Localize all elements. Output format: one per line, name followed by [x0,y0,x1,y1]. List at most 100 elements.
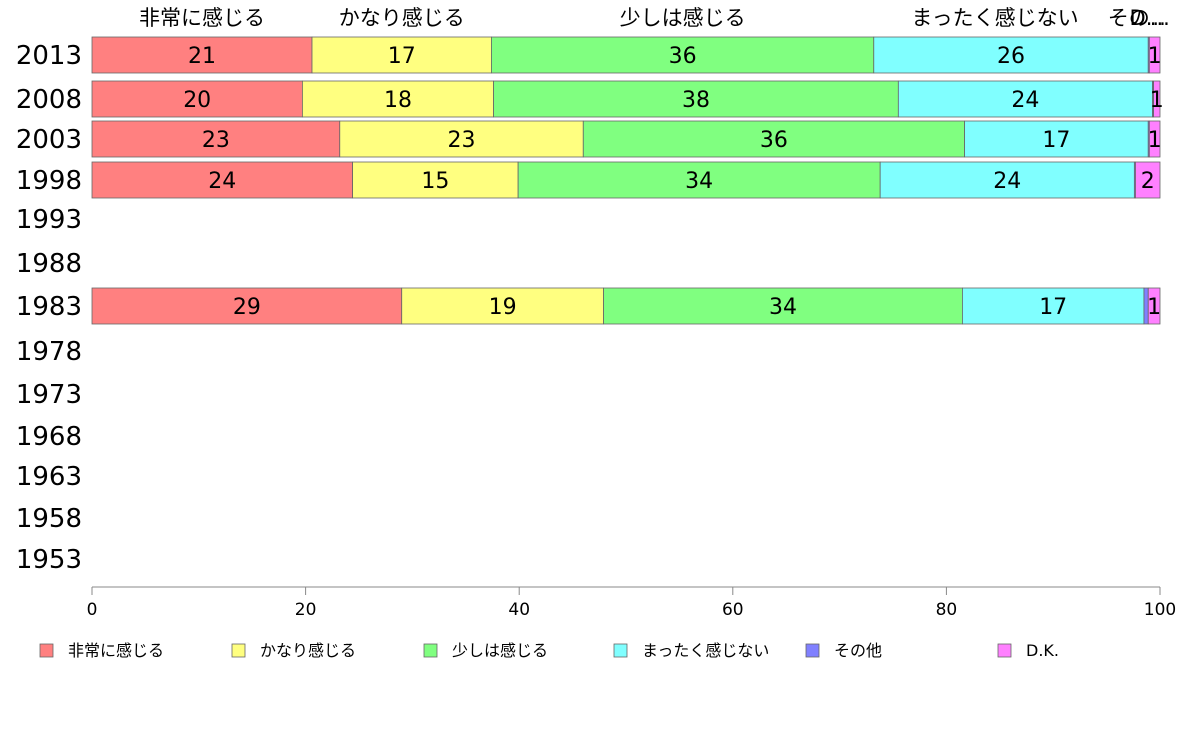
year-label: 1983 [16,292,82,322]
legend-label: D.K. [1026,641,1059,660]
bar-segment [91,120,341,158]
bar-value-label: 19 [489,295,517,320]
bar-value-label: 20 [183,88,211,113]
x-tick-label: 0 [87,600,98,620]
legend-item: かなり感じる [231,641,356,660]
x-tick-label: 100 [1144,600,1176,620]
x-tick-label: 20 [295,600,317,620]
bar-value-label: 23 [202,128,230,153]
year-label: 1973 [16,380,82,410]
bar-segment [879,161,1135,199]
top-category-label: D... [1130,6,1166,30]
year-label: 2008 [16,85,82,115]
bar-value-label: 2 [1141,169,1155,194]
bar-segment [897,80,1153,118]
bar-segment [964,120,1149,158]
legend-item: その他 [805,641,882,660]
legend-label: その他 [834,641,882,660]
year-label: 1993 [16,205,82,235]
legend-item: D.K. [997,641,1059,660]
legend-item: まったく感じない [613,641,769,660]
bar-value-label: 36 [760,128,788,153]
bar-row-1998: 24 15 34 24 2 [91,161,1161,199]
year-label: 1998 [16,166,82,196]
legend-label: 少しは感じる [452,641,548,660]
bars: 21 17 36 26 1 20 18 38 24 1 23 23 36 17 1 24 15 34 24 2 29 19… [91,36,1164,325]
bar-value-label: 15 [421,169,449,194]
legend-swatch [423,643,438,658]
bar-row-2008: 20 18 38 24 1 [91,80,1164,118]
bar-value-label: 1 [1148,128,1162,153]
top-category-labels: 非常に感じる かなり感じる 少しは感じる まったく感じない その...D... [139,6,1170,30]
legend-swatch [39,643,54,658]
bar-value-label: 17 [1039,295,1067,320]
x-tick-label: 60 [722,600,744,620]
bar-value-label: 34 [685,169,713,194]
bar-segment [1135,161,1161,199]
bar-value-label: 24 [1011,88,1039,113]
bar-value-label: 24 [208,169,236,194]
bar-segment [1147,287,1161,325]
bar-segment [352,161,519,199]
bar-segment [962,287,1145,325]
bar-segment [1148,36,1161,74]
legend-swatch [997,643,1012,658]
bar-value-label: 1 [1148,44,1162,69]
legend-swatch [805,643,820,658]
top-category-label: 少しは感じる [620,6,746,30]
bar-value-label: 18 [384,88,412,113]
bar-value-label: 17 [1042,128,1070,153]
legend-label: かなり感じる [260,641,356,660]
x-tick-label: 40 [508,600,530,620]
legend-item: 少しは感じる [423,641,548,660]
year-label: 1978 [16,337,82,367]
bar-segment [401,287,604,325]
bar-value-label: 1 [1150,88,1164,113]
bar-value-label: 21 [188,44,216,69]
year-label: 1963 [16,462,82,492]
bar-segment [1153,80,1161,118]
bar-value-label: 36 [669,44,697,69]
bar-value-label: 34 [769,295,797,320]
legend-swatch [613,643,628,658]
bar-value-label: 26 [997,44,1025,69]
bar-segment [91,161,353,199]
year-label: 2003 [16,125,82,155]
year-label: 1988 [16,249,82,279]
bar-segment [873,36,1149,74]
year-label: 1953 [16,545,82,575]
top-category-label: かなり感じる [339,6,465,30]
legend-swatch [231,643,246,658]
bar-row-2013: 21 17 36 26 1 [91,36,1162,74]
bar-segment [491,36,875,74]
top-category-label: 非常に感じる [139,6,265,30]
bar-segment [582,120,965,158]
legend-label: まったく感じない [642,641,769,660]
x-axis: 0 20 40 60 80 100 [87,586,1176,620]
year-axis-labels: 2013 2008 2003 1998 1993 1988 1983 1978 1973 1968… [16,41,82,575]
x-tick-label: 80 [936,600,958,620]
bar-value-label: 17 [388,44,416,69]
bar-value-label: 23 [448,128,476,153]
bar-segment [517,161,881,199]
bar-row-1983: 29 19 34 17 1 [91,287,1161,325]
bar-value-label: 1 [1147,295,1161,320]
legend-item: 非常に感じる [39,641,164,660]
legend-label: 非常に感じる [68,641,164,660]
bar-segment [301,80,494,118]
bar-row-2003: 23 23 36 17 1 [91,120,1162,158]
year-label: 2013 [16,41,82,71]
legend: 非常に感じる かなり感じる 少しは感じる まったく感じない その他 D.K. [39,641,1059,660]
bar-segment [493,80,899,118]
top-category-label: その... [1108,6,1170,30]
bar-segment [91,36,313,74]
bar-segment [1148,120,1161,158]
year-label: 1968 [16,422,82,452]
top-category-label: まったく感じない [911,6,1078,30]
bar-segment [91,80,303,118]
bar-value-label: 24 [993,169,1021,194]
bar-segment [339,120,584,158]
bar-value-label: 38 [682,88,710,113]
bar-value-label: 29 [233,295,261,320]
